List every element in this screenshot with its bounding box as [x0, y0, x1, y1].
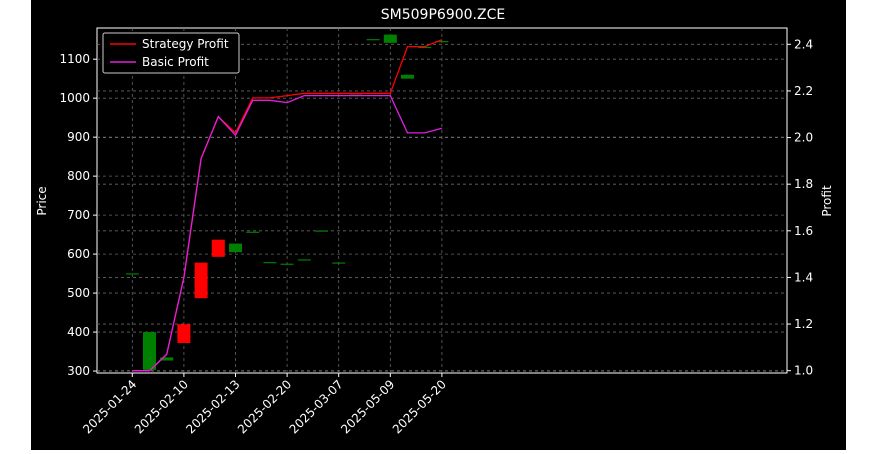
y-left-tick-label: 400	[67, 325, 90, 339]
legend-box	[102, 32, 240, 74]
y-left-tick-label: 600	[67, 247, 90, 261]
chart-title: SM509P6900.ZCE	[381, 7, 505, 23]
y-left-tick-label: 900	[67, 130, 90, 144]
legend-label-basic: Basic Profit	[142, 55, 209, 69]
candle	[383, 34, 397, 43]
y-left-tick-label: 700	[67, 208, 90, 222]
x-tick-label: 2025-05-20	[390, 377, 449, 436]
legend-label-strategy: Strategy Profit	[142, 37, 229, 51]
x-axis: 2025-01-242025-02-102025-02-132025-02-20…	[80, 373, 449, 436]
x-tick-label: 2025-05-09	[338, 377, 397, 436]
candle	[177, 324, 191, 343]
y-right-tick-label: 2.4	[794, 37, 813, 51]
x-tick-label: 2025-03-07	[287, 377, 346, 436]
candle	[194, 262, 208, 299]
y-axis-left: 300 400 500 600 700 800 900 1000 1100	[59, 52, 97, 378]
basic-profit-line	[132, 94, 443, 372]
y-axis-left-label: Price	[35, 186, 49, 215]
y-left-tick-label: 1000	[59, 91, 90, 105]
candle	[401, 74, 414, 79]
y-left-tick-label: 1100	[59, 52, 90, 66]
x-tick-label: 2025-01-24	[80, 377, 139, 436]
candle	[143, 332, 156, 370]
y-right-tick-label: 1.6	[794, 224, 813, 238]
x-tick-label: 2025-02-13	[183, 377, 242, 436]
y-left-tick-label: 300	[67, 364, 90, 378]
y-right-tick-label: 1.2	[794, 317, 813, 331]
y-right-tick-label: 2.0	[794, 131, 813, 145]
x-tick-label: 2025-02-10	[132, 377, 191, 436]
candle	[229, 243, 242, 253]
y-right-tick-label: 1.4	[794, 270, 813, 284]
y-right-tick-label: 1.8	[794, 177, 813, 191]
figure: SM509P6900.ZCE 300 400 500 600 700 800 900 1000…	[31, 0, 846, 450]
chart: SM509P6900.ZCE 300 400 500 600 700 800 900 1000…	[35, 7, 834, 436]
profit-lines	[132, 39, 443, 372]
y-left-tick-label: 800	[67, 169, 90, 183]
candle	[160, 357, 174, 361]
y-left-tick-label: 500	[67, 286, 90, 300]
candle	[211, 239, 225, 257]
y-right-tick-label: 1.0	[794, 364, 813, 378]
legend: Strategy Profit Basic Profit	[102, 32, 240, 74]
x-tick-label: 2025-02-20	[235, 377, 294, 436]
y-axis-right: 1.0 1.2 1.4 1.6 1.8 2.0 2.2 2.4	[787, 37, 813, 378]
y-right-tick-label: 2.2	[794, 84, 813, 98]
y-axis-right-label: Profit	[820, 185, 834, 217]
plot-area	[96, 27, 788, 374]
candles	[125, 34, 449, 370]
